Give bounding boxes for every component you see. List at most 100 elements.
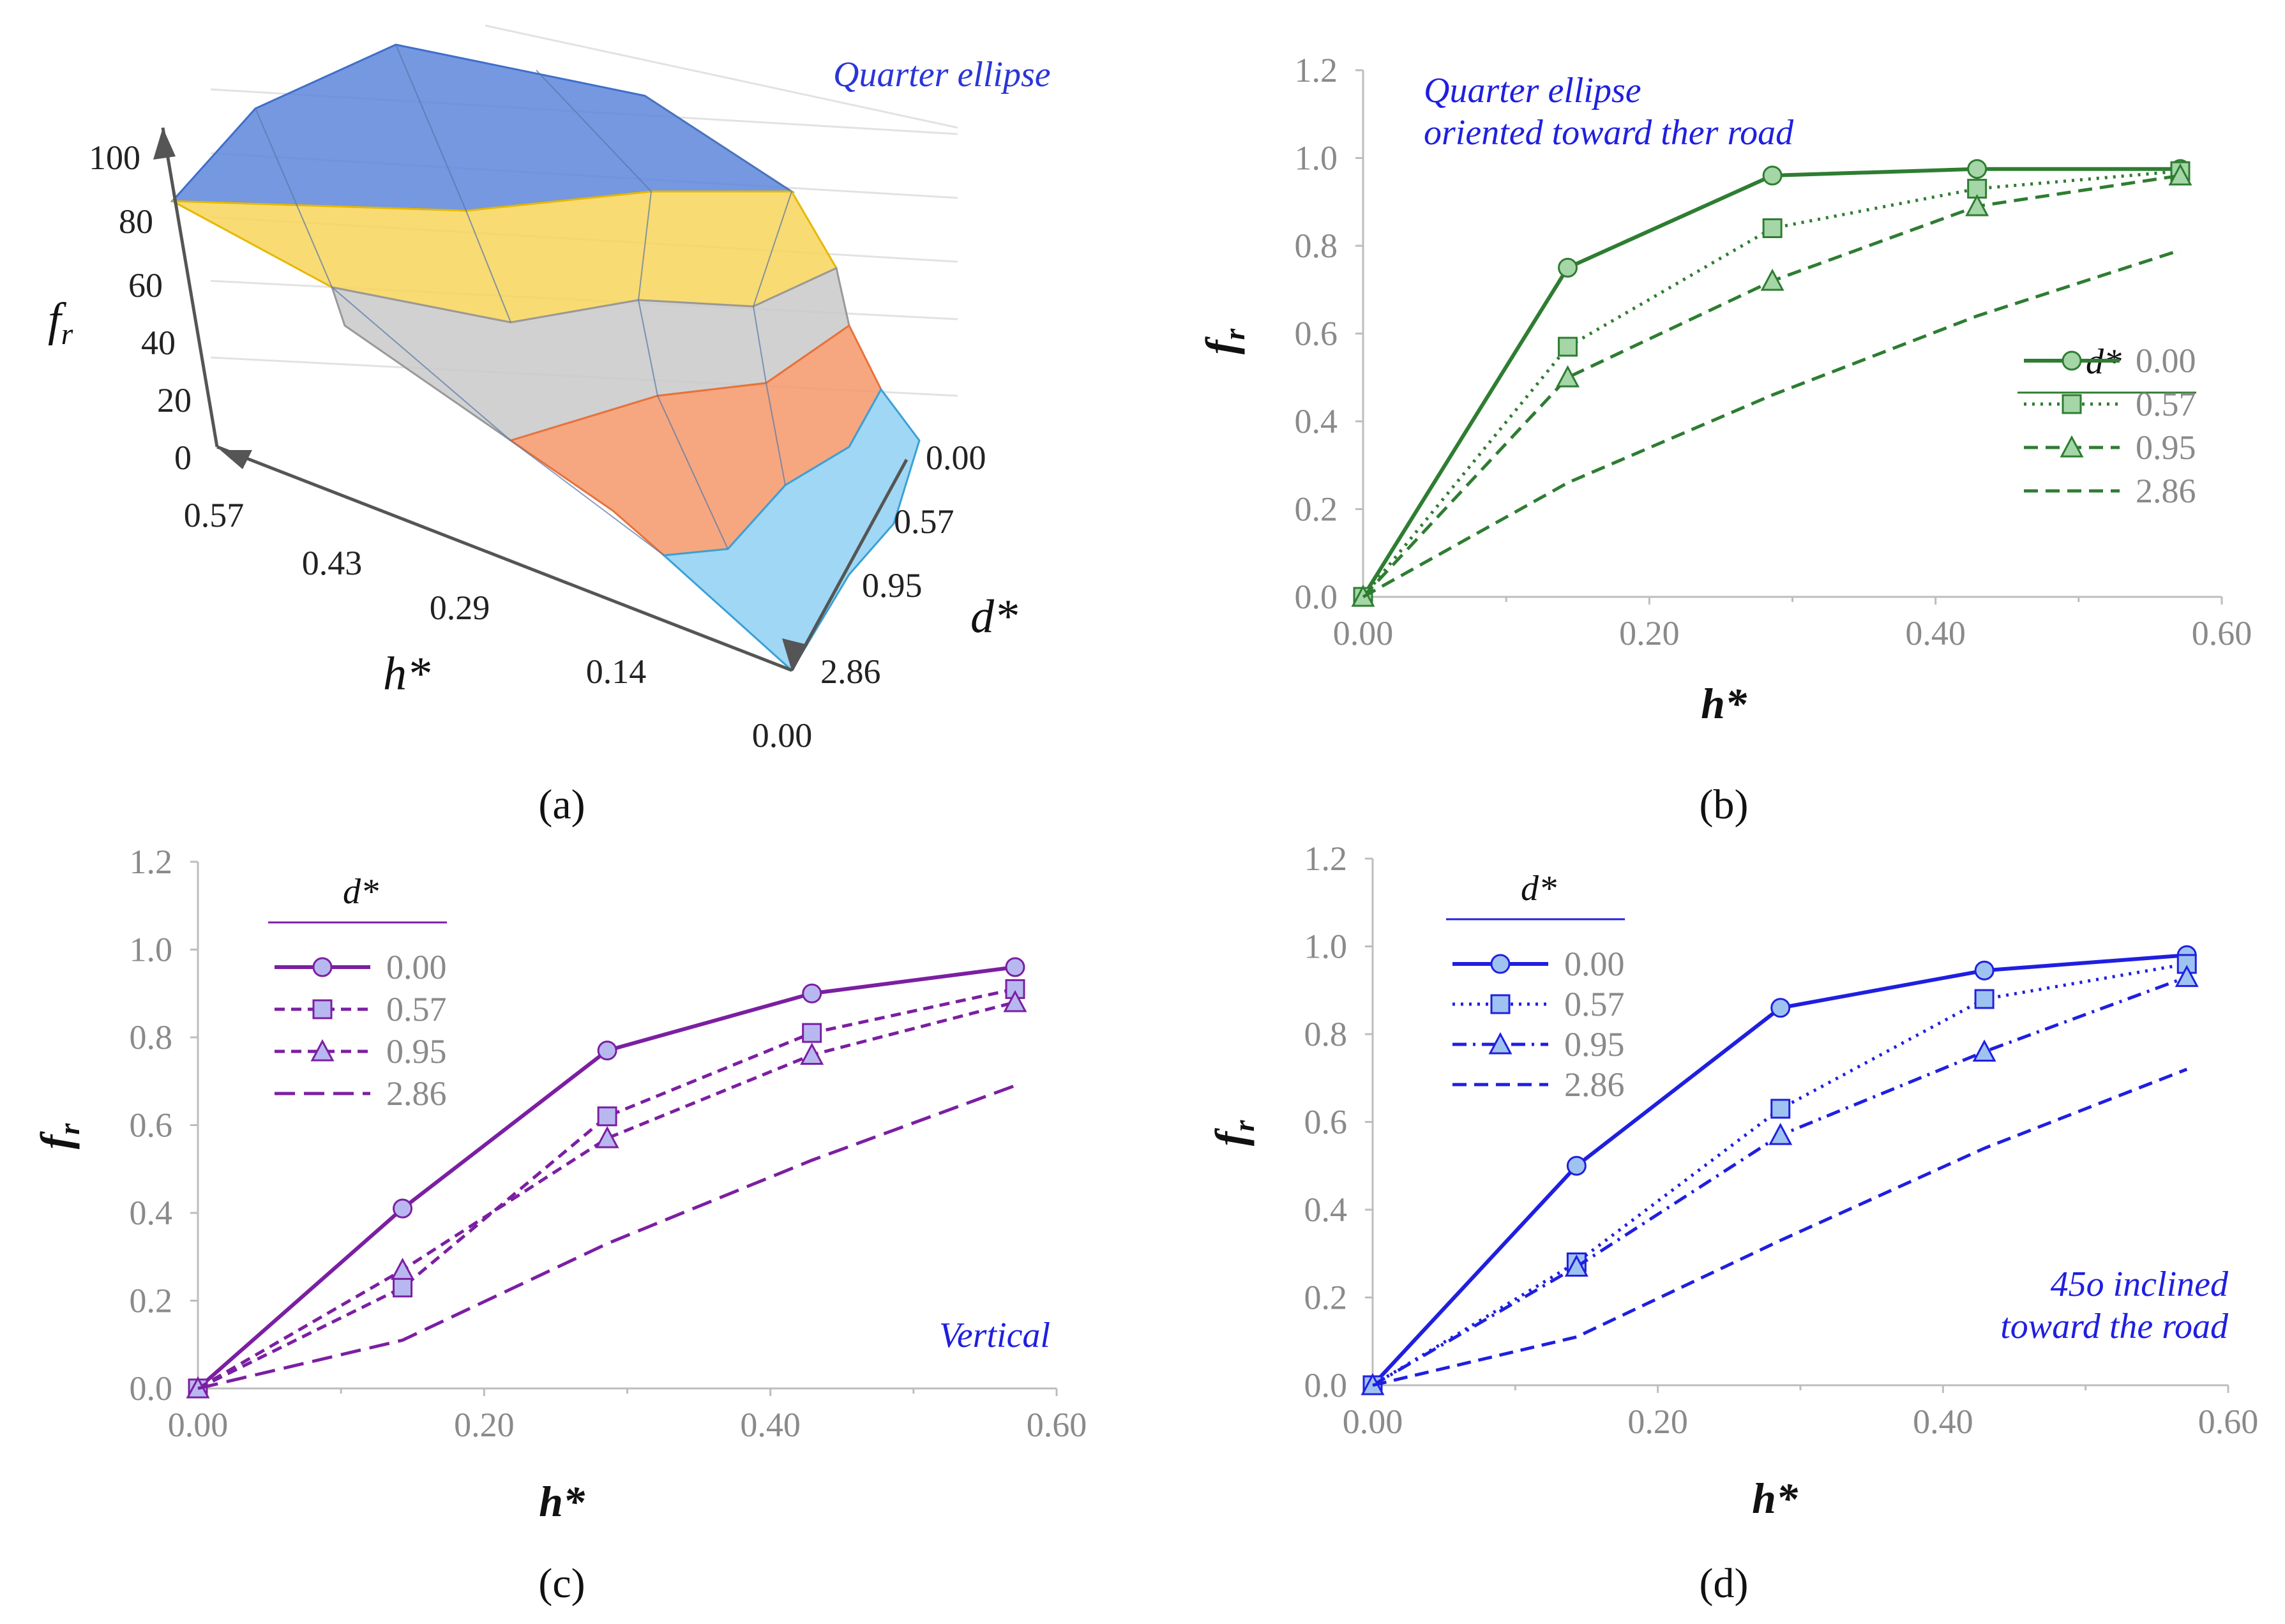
y-axis-label: fr: [31, 1123, 86, 1150]
y-tick-label: 0.2: [1295, 490, 1338, 529]
x-tick-label: 0.20: [1619, 614, 1680, 652]
data-point-circle: [1005, 957, 1025, 977]
data-point-triangle: [1760, 268, 1784, 291]
y-tick-label: 0.2: [1304, 1279, 1348, 1317]
data-point-square: [393, 1277, 413, 1298]
data-point-triangle: [1488, 1032, 1512, 1055]
y-tick-label: 0.0: [1304, 1366, 1348, 1404]
x-axis-label: h*: [539, 1477, 585, 1526]
panel-d-line-chart: 0.00 0.20 0.40 0.60 0.0 0.2 0.4 0.6 0.8 1.0 1.2 h* f…: [1206, 839, 2258, 1522]
legend-entry: 0.95: [2136, 428, 2196, 467]
legend-entry: 0.57: [2136, 385, 2196, 423]
data-point-circle: [393, 1198, 413, 1219]
y-tick-label: 0.4: [130, 1194, 173, 1232]
legend-entry: 0.57: [386, 990, 447, 1028]
chart-annotation: Quarter ellipse: [1424, 71, 1641, 110]
x-tick-label: 0.20: [454, 1406, 515, 1444]
series-line-0-57: [1371, 962, 2187, 1387]
y-axis-label: fr: [1196, 328, 1251, 355]
data-point-square: [1558, 336, 1578, 357]
y-tick-label: 1.2: [1295, 51, 1338, 89]
h-tick: 0.29: [430, 589, 490, 627]
data-point-square: [1974, 989, 1995, 1009]
data-point-circle: [1967, 159, 1987, 179]
panel-label-c: (c): [538, 1560, 585, 1607]
h-axis-label: h*: [383, 648, 430, 700]
series-line-0-95: [197, 1000, 1016, 1390]
series-line-0-95: [1362, 174, 2181, 598]
legend-entry: 2.86: [2136, 472, 2196, 510]
data-point-square: [2062, 394, 2082, 414]
x-tick-label: 0.00: [1333, 614, 1394, 652]
x-tick-label: 0.60: [2192, 614, 2252, 652]
y-tick-label: 0.6: [1304, 1103, 1348, 1141]
d-axis-arrow-icon: [782, 638, 808, 670]
y-axis-label: fr: [1206, 1120, 1260, 1147]
d-tick: 2.86: [820, 652, 881, 691]
legend-entry: 0.95: [386, 1032, 447, 1071]
series-line-2-86: [1372, 1067, 2188, 1387]
legend-entry: 2.86: [386, 1074, 447, 1113]
surface-mesh: [255, 44, 793, 556]
x-tick-label: 0.40: [740, 1406, 801, 1444]
series-line-2-86: [1362, 248, 2181, 599]
data-point-circle: [1566, 1155, 1587, 1176]
data-point-triangle: [1768, 1122, 1793, 1145]
h-axis-arrow-icon: [220, 450, 252, 469]
surface-band-60-80: [172, 190, 838, 324]
data-point-triangle: [2175, 965, 2199, 988]
series-line-0-57: [197, 987, 1016, 1390]
y-tick-label: 1.0: [1304, 928, 1348, 966]
legend-entry: 0.00: [1564, 945, 1625, 983]
data-point-triangle: [1564, 1254, 1588, 1277]
panel-a-surface-chart: 0 20 40 60 80 100 fr 0.57 0.43 0.29 0.14…: [48, 24, 1051, 755]
z-tick: 20: [157, 381, 192, 419]
panel-label-d: (d): [1700, 1560, 1749, 1607]
legend-entry: 0.00: [386, 948, 447, 986]
legend-title: d*: [343, 872, 379, 912]
data-point-square: [1770, 1099, 1791, 1119]
data-point-triangle: [1003, 989, 1027, 1012]
y-tick-label: 0.8: [1295, 227, 1338, 265]
data-point-triangle: [1972, 1039, 1996, 1062]
chart-annotation: toward the road: [2000, 1307, 2229, 1346]
panel-a-annotation: Quarter ellipse: [833, 55, 1051, 94]
y-tick-label: 0.4: [1295, 402, 1338, 440]
x-tick-label: 0.40: [1905, 614, 1966, 652]
panel-b-line-chart: 0.00 0.20 0.40 0.60 0.0 0.2 0.4 0.6 0.8 1.0 1.2 h* f…: [1196, 51, 2252, 728]
legend-entry: 0.95: [1564, 1025, 1625, 1064]
z-tick: 80: [119, 202, 153, 241]
y-tick-label: 0.8: [1304, 1015, 1348, 1053]
h-tick: 0.14: [586, 652, 647, 691]
data-point-circle: [597, 1041, 617, 1061]
h-tick: 0.00: [752, 716, 813, 755]
h-tick: 0.57: [184, 496, 245, 534]
x-axis-label: h*: [1752, 1474, 1799, 1522]
surface-band-80-100: [170, 43, 796, 212]
data-point-circle: [1490, 954, 1511, 974]
y-tick-label: 1.0: [1295, 139, 1338, 177]
chart-annotation: 45o inclined: [2051, 1265, 2229, 1304]
surface-band-0-20: [661, 387, 921, 672]
y-tick-label: 1.2: [130, 843, 173, 881]
panel-a-z-ticks: 0 20 40 60 80 100: [89, 139, 192, 477]
d-tick: 0.95: [862, 566, 923, 605]
panel-label-b: (b): [1700, 781, 1749, 828]
y-tick-label: 1.2: [1304, 839, 1348, 878]
data-point-square: [1490, 994, 1511, 1014]
data-point-triangle: [2168, 163, 2192, 186]
data-point-square: [1762, 218, 1783, 238]
data-point-square: [312, 999, 333, 1019]
y-tick-label: 0.6: [130, 1106, 173, 1145]
legend-entry: 2.86: [1564, 1065, 1625, 1104]
data-point-circle: [2062, 350, 2082, 371]
data-point-triangle: [595, 1125, 619, 1148]
x-tick-label: 0.60: [2198, 1402, 2259, 1441]
data-point-circle: [1762, 165, 1783, 186]
data-point-square: [597, 1106, 617, 1127]
x-tick-label: 0.00: [168, 1406, 229, 1444]
x-tick-label: 0.00: [1343, 1402, 1403, 1441]
x-tick-label: 0.20: [1627, 1402, 1688, 1441]
z-tick: 40: [141, 324, 176, 362]
x-tick-label: 0.40: [1913, 1402, 1973, 1441]
